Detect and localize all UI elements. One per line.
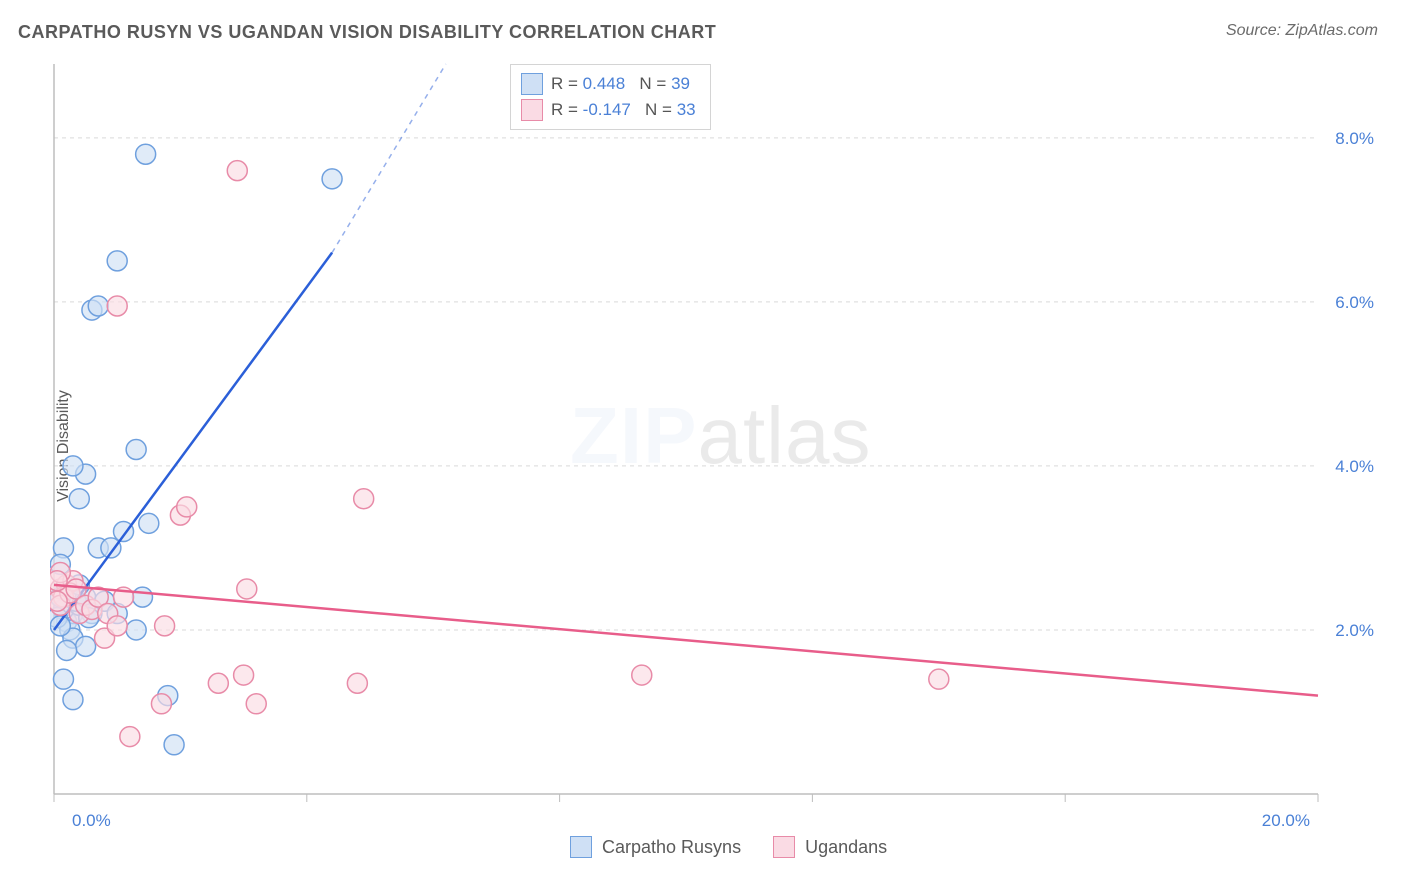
- legend-stats-box: R = 0.448 N = 39 R = -0.147 N = 33: [510, 64, 711, 130]
- legend-swatch: [570, 836, 592, 858]
- chart-plot-area: 2.0% 4.0% 6.0% 8.0% 0.0% 20.0% R = 0.448 N = …: [50, 60, 1380, 830]
- legend-label: Ugandans: [805, 837, 887, 858]
- svg-text:0.0%: 0.0%: [72, 811, 111, 830]
- svg-text:20.0%: 20.0%: [1262, 811, 1310, 830]
- svg-text:6.0%: 6.0%: [1335, 293, 1374, 312]
- legend-label: Carpatho Rusyns: [602, 837, 741, 858]
- legend-swatch: [521, 99, 543, 121]
- legend-item: Ugandans: [773, 836, 887, 858]
- svg-text:4.0%: 4.0%: [1335, 457, 1374, 476]
- chart-title: CARPATHO RUSYN VS UGANDAN VISION DISABIL…: [18, 22, 716, 43]
- legend-stats-text: R = -0.147 N = 33: [551, 97, 696, 123]
- legend-item: Carpatho Rusyns: [570, 836, 741, 858]
- legend-series: Carpatho Rusyns Ugandans: [570, 836, 887, 858]
- watermark-atlas: atlas: [697, 391, 871, 480]
- source-label: Source: ZipAtlas.com: [1226, 22, 1378, 40]
- watermark-zip: ZIP: [570, 391, 697, 480]
- svg-text:8.0%: 8.0%: [1335, 129, 1374, 148]
- legend-stats-text: R = 0.448 N = 39: [551, 71, 690, 97]
- legend-stats-row: R = 0.448 N = 39: [521, 71, 696, 97]
- legend-swatch: [773, 836, 795, 858]
- legend-stats-row: R = -0.147 N = 33: [521, 97, 696, 123]
- svg-text:2.0%: 2.0%: [1335, 621, 1374, 640]
- legend-swatch: [521, 73, 543, 95]
- watermark: ZIPatlas: [570, 390, 871, 482]
